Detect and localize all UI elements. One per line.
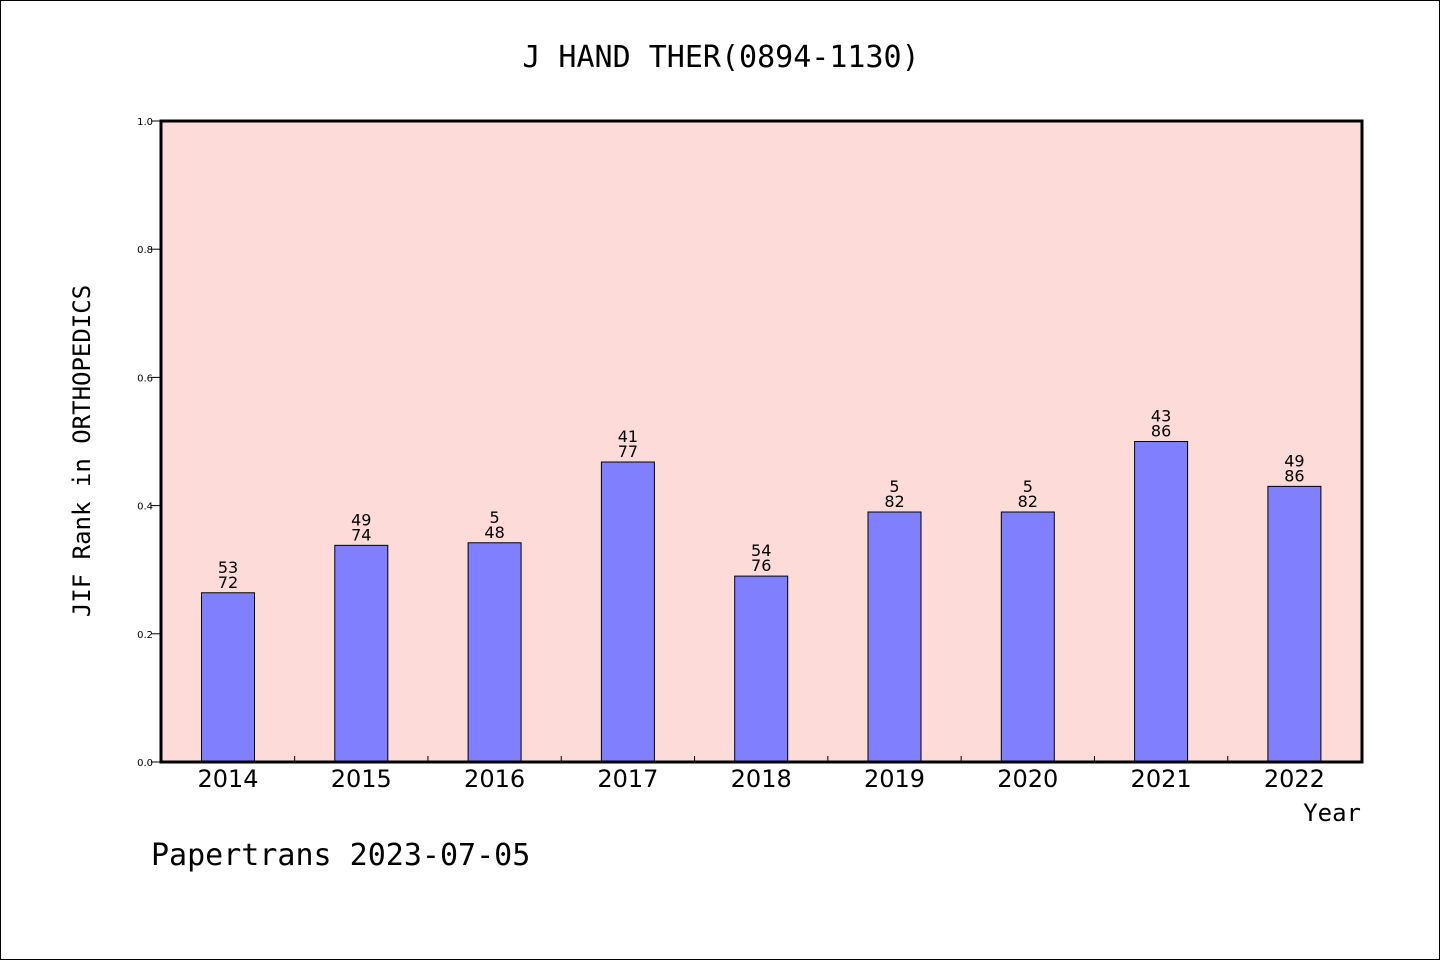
bar-2022 — [1267, 485, 1322, 763]
bars-layer — [201, 441, 1322, 763]
x-tick-label: 2022 — [1264, 765, 1325, 793]
bar-2018 — [734, 575, 789, 763]
bar-2019 — [867, 511, 922, 763]
chart-title: J HAND THER(0894-1130) — [522, 40, 919, 75]
rank-label-top: 54 — [751, 541, 771, 560]
rank-label-bottom: 77 — [618, 442, 638, 461]
rank-label-top: 5 — [490, 508, 500, 527]
x-tick-label: 2018 — [731, 765, 792, 793]
rank-label-top: 5 — [1023, 477, 1033, 496]
rank-label-top: 5 — [889, 477, 899, 496]
x-tick-label: 2020 — [997, 765, 1058, 793]
y-tick-label: 0.2 — [137, 630, 153, 641]
rank-label-top: 41 — [618, 427, 638, 446]
x-tick-label: 2015 — [331, 765, 392, 793]
x-tick-label: 2021 — [1131, 765, 1192, 793]
y-tick-label: 0.0 — [137, 758, 153, 769]
y-axis: 0.0 0.2 0.4 0.6 0.8 1.0 — [137, 117, 161, 769]
rank-label-top: 53 — [218, 558, 238, 577]
rank-label-bottom: 48 — [484, 523, 504, 542]
y-tick-label: 0.8 — [137, 245, 153, 256]
rank-label-top: 49 — [351, 510, 371, 529]
rank-label-bottom: 82 — [1018, 492, 1038, 511]
bar-2020 — [1000, 511, 1055, 763]
watermark: Papertrans 2023-07-05 — [151, 838, 530, 873]
rank-label-bottom: 74 — [351, 525, 371, 544]
y-tick-label: 0.6 — [137, 373, 153, 384]
bar-2014 — [201, 592, 255, 763]
bar-2017 — [600, 461, 655, 763]
x-tick-label: 2016 — [464, 765, 525, 793]
x-axis-title: Year — [1303, 799, 1361, 827]
y-tick-label: 1.0 — [137, 117, 153, 128]
y-axis-title: JIF Rank in ORTHOPEDICS — [68, 285, 96, 617]
bar-2021 — [1134, 441, 1189, 763]
x-axis: 2014 2015 2016 2017 2018 2019 2020 2021 2022 — [197, 756, 1325, 793]
rank-label-bottom: 72 — [218, 573, 238, 592]
rank-label-bottom: 82 — [884, 492, 904, 511]
x-tick-label: 2019 — [864, 765, 925, 793]
rank-label-bottom: 86 — [1284, 466, 1304, 485]
rank-label-bottom: 76 — [751, 556, 771, 575]
bar-2016 — [467, 542, 522, 763]
x-tick-label: 2014 — [197, 765, 258, 793]
plot-border — [159, 119, 1364, 764]
bar-2015 — [334, 544, 389, 763]
y-tick-label: 0.4 — [137, 502, 153, 513]
rank-label-top: 43 — [1151, 407, 1171, 426]
x-tick-label: 2017 — [597, 765, 658, 793]
rank-label-top: 49 — [1284, 451, 1304, 470]
rank-label-bottom: 86 — [1151, 422, 1171, 441]
